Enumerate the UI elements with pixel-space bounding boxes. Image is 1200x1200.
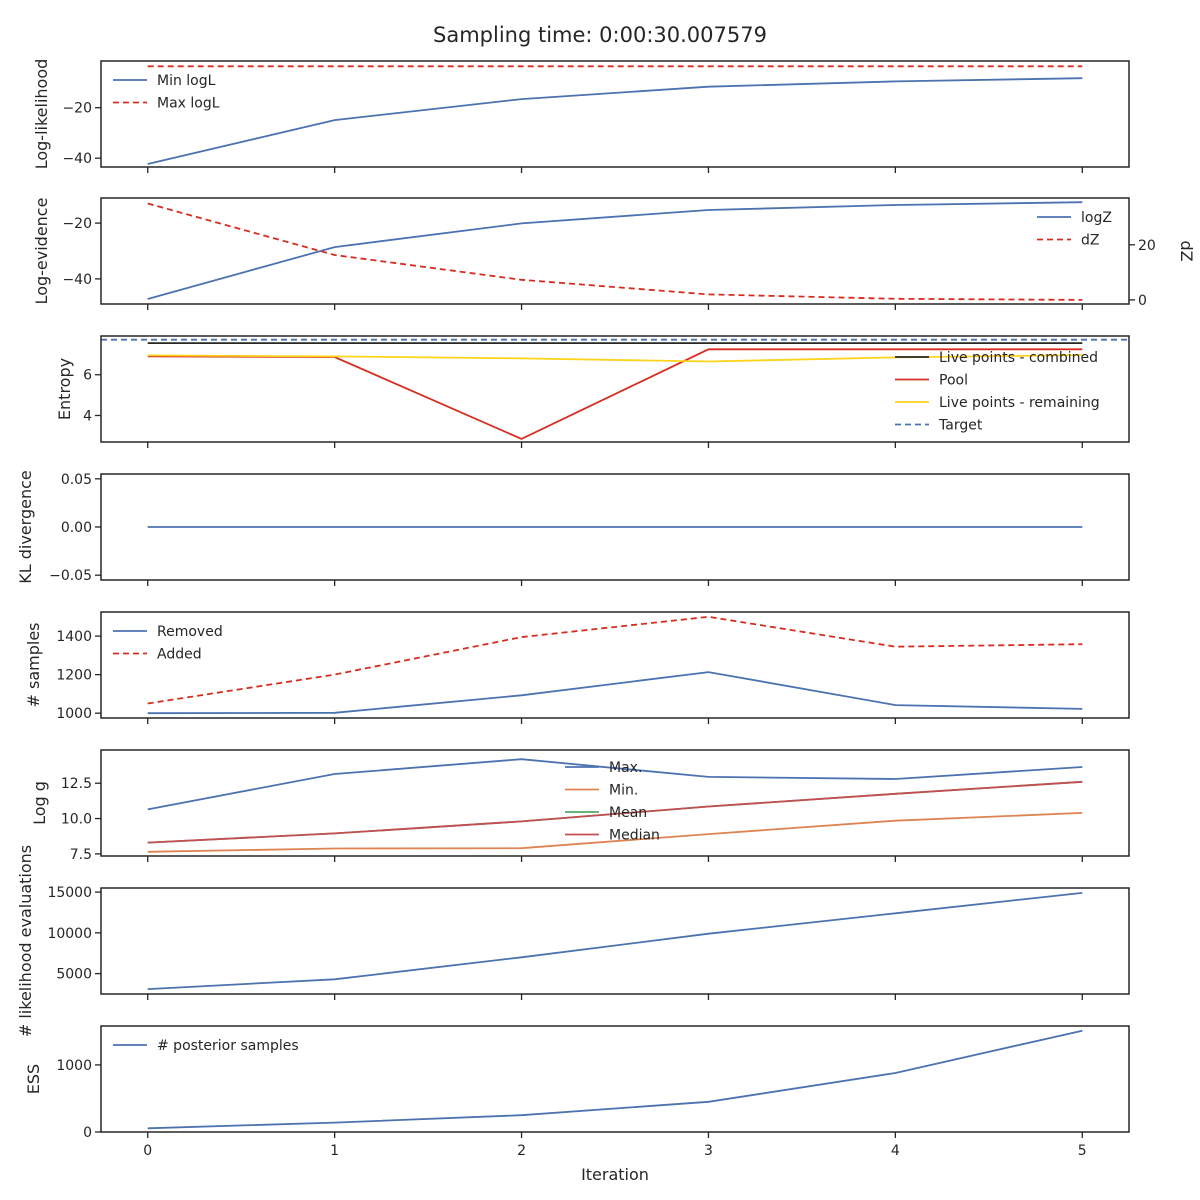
legend-label: Min.	[609, 783, 638, 799]
y-axis-label: KL divergence	[16, 470, 35, 583]
y-axis-label: # samples	[24, 623, 43, 708]
legend-label: Live points - remaining	[939, 395, 1100, 411]
y2-tick-label: 20	[1138, 238, 1156, 254]
legend-label: logZ	[1081, 210, 1112, 226]
series-line-max-	[147, 758, 1083, 811]
y-tick-label: 1200	[56, 668, 92, 684]
legend-label: # posterior samples	[157, 1038, 299, 1054]
x-tick-label: 0	[143, 1143, 152, 1159]
axes-frame	[100, 197, 1130, 305]
legend-label: Added	[157, 647, 202, 663]
subplot-7: 5000 10000 15000 # likelihood evaluations	[16, 845, 1130, 1037]
y-tick-label: −20	[62, 216, 92, 232]
series-line-median	[147, 780, 1083, 844]
y2-axis-label: dZ	[1177, 240, 1196, 261]
y-axis-label: Entropy	[55, 358, 74, 420]
legend-label: dZ	[1081, 233, 1099, 249]
series-line-series-1	[147, 892, 1083, 990]
y-tick-label: 5000	[56, 967, 92, 983]
figure-title: Sampling time: 0:00:30.007579	[433, 23, 767, 47]
subplot-8: 0 1 2 3 4 5 0 1000 ESS # posterior samples	[24, 1025, 1130, 1159]
x-tick-label: 5	[1078, 1143, 1087, 1159]
series-line-dz	[147, 202, 1083, 301]
legend: # posterior samples	[113, 1038, 299, 1054]
y-tick-label: 12.5	[61, 776, 92, 792]
y-tick-label: 15000	[47, 885, 92, 901]
y-tick-label: 10.0	[61, 812, 92, 828]
legend: logZ dZ	[1037, 210, 1112, 249]
legend-label: Removed	[157, 624, 223, 640]
y-tick-label: −40	[62, 151, 92, 167]
x-tick-label: 1	[330, 1143, 339, 1159]
y-tick-label: −40	[62, 272, 92, 288]
legend-label: Pool	[939, 373, 968, 389]
y-axis-label: Log g	[30, 781, 49, 825]
x-axis-label: Iteration	[581, 1165, 649, 1184]
y-tick-label: 7.5	[70, 847, 92, 863]
axes-frame	[100, 1025, 1130, 1133]
axes-frame	[100, 611, 1130, 719]
y-tick-label: −0.05	[49, 568, 92, 584]
series-line-min-	[147, 812, 1083, 853]
legend: Min logL Max logL	[113, 73, 220, 112]
axes-frame	[100, 749, 1130, 857]
y-tick-label: 1400	[56, 629, 92, 645]
subplot-1: −40 −20 Log-likelihood Min logL Max logL	[32, 59, 1130, 173]
legend-label: Mean	[609, 805, 647, 821]
y-tick-label: 0	[83, 1125, 92, 1141]
x-tick-label: 3	[704, 1143, 713, 1159]
series-line-logz	[147, 201, 1083, 300]
x-tick-label: 2	[517, 1143, 526, 1159]
legend-label: Max.	[609, 760, 642, 776]
axes-frame	[100, 335, 1130, 443]
subplot-4: −0.05 0.00 0.05 KL divergence	[16, 470, 1130, 586]
y-tick-label: 0.05	[61, 472, 92, 488]
legend-label: Live points - combined	[939, 350, 1098, 366]
legend-label: Min logL	[157, 73, 216, 89]
y-tick-label: −20	[62, 101, 92, 117]
legend: Live points - combined Pool Live points - …	[895, 350, 1100, 434]
legend-label: Max logL	[157, 96, 220, 112]
y-tick-label: 1000	[56, 706, 92, 722]
series-line-added	[147, 615, 1083, 705]
y-axis-label: ESS	[24, 1064, 43, 1094]
y-tick-label: 10000	[47, 926, 92, 942]
series-line-min-logl	[147, 77, 1083, 165]
y2-tick-label: 0	[1138, 293, 1147, 309]
axes-frame	[100, 887, 1130, 995]
subplot-6: 7.5 10.0 12.5 Log g Max. Min. Mean Median	[30, 749, 1130, 863]
series-line--posterior-samples	[147, 1029, 1083, 1130]
y-axis-label: Log-likelihood	[32, 59, 51, 170]
y-axis-label: Log-evidence	[32, 198, 51, 305]
legend: Max. Min. Mean Median	[565, 760, 660, 844]
legend: Removed Added	[113, 624, 223, 663]
subplot-5: 1000 1200 1400 # samples Removed Added	[24, 611, 1130, 724]
y-tick-label: 0.00	[61, 520, 92, 536]
series-line-removed	[147, 671, 1083, 715]
x-tick-label: 4	[891, 1143, 900, 1159]
y-tick-label: 4	[83, 409, 92, 425]
y-tick-label: 6	[83, 368, 92, 384]
y-axis-label: # likelihood evaluations	[16, 845, 35, 1037]
y-tick-label: 1000	[56, 1058, 92, 1074]
legend-label: Median	[609, 828, 660, 844]
axes-frame	[100, 60, 1130, 168]
legend-label: Target	[938, 418, 983, 434]
subplot-2: −40 −20 0 20 dZ Log-evidence logZ dZ	[32, 197, 1196, 310]
